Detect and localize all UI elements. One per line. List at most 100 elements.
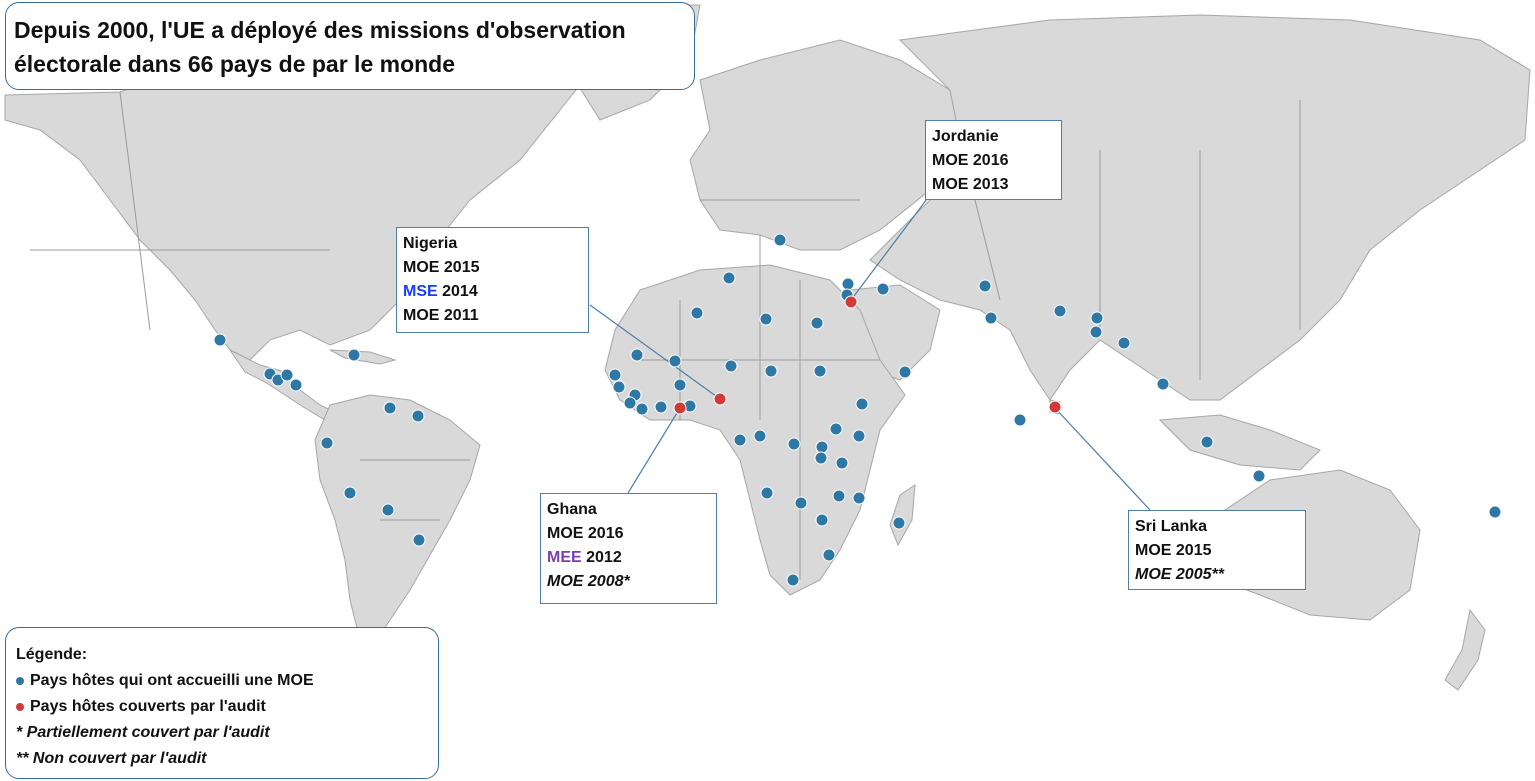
host-dot — [759, 312, 773, 326]
mission-type-mse: MSE — [403, 283, 438, 300]
host-dot — [822, 548, 836, 562]
callout-line: MOE 2005** — [1135, 566, 1224, 583]
host-dot — [815, 440, 829, 454]
madagascar — [889, 484, 916, 547]
callout-line: MOE 2015 — [403, 259, 480, 276]
host-dot — [383, 401, 397, 415]
host-dot — [786, 573, 800, 587]
host-dot — [654, 400, 668, 414]
host-dot — [673, 378, 687, 392]
host-dot — [722, 271, 736, 285]
host-dot — [623, 396, 637, 410]
mission-type-mee: MEE — [547, 549, 582, 566]
host-dot — [814, 451, 828, 465]
callout-line: MOE 2016 — [932, 152, 1009, 169]
audited-dot-nigeria — [713, 392, 727, 406]
host-dot — [1013, 413, 1027, 427]
legend-blue-label: Pays hôtes qui ont accueilli une MOE — [30, 672, 314, 689]
callout-line: MEE 2012 — [547, 546, 710, 570]
audited-dot-ghana — [673, 401, 687, 415]
mission-year: 2012 — [581, 549, 622, 566]
host-dot — [841, 277, 855, 291]
callout-line: MOE 2011 — [403, 307, 479, 324]
legend-item-red: Pays hôtes couverts par l'audit — [16, 694, 428, 720]
host-dot — [347, 348, 361, 362]
audited-dot-srilanka — [1048, 400, 1062, 414]
southeast-asia — [1158, 414, 1321, 471]
host-dot — [280, 368, 294, 382]
host-dot — [1089, 325, 1103, 339]
host-dot — [787, 437, 801, 451]
legend-note-2: ** Non couvert par l'audit — [16, 750, 207, 767]
legend-title: Légende: — [16, 646, 88, 663]
host-dot — [213, 333, 227, 347]
callout-srilanka: Sri Lanka MOE 2015 MOE 2005** — [1128, 510, 1306, 590]
red-dot-icon — [16, 702, 24, 711]
mission-year: 2014 — [437, 283, 478, 300]
callout-country: Ghana — [547, 501, 597, 518]
host-dot — [794, 496, 808, 510]
host-dot — [1053, 304, 1067, 318]
host-dot — [829, 422, 843, 436]
host-dot — [813, 364, 827, 378]
host-dot — [289, 378, 303, 392]
host-dot — [835, 456, 849, 470]
host-dot — [343, 486, 357, 500]
host-dot — [612, 380, 626, 394]
host-dot — [668, 354, 682, 368]
host-dot — [411, 409, 425, 423]
host-dot — [832, 489, 846, 503]
host-dot — [320, 436, 334, 450]
legend-red-label: Pays hôtes couverts par l'audit — [30, 698, 266, 715]
host-dot — [608, 368, 622, 382]
host-dot — [852, 491, 866, 505]
host-dot — [1200, 435, 1214, 449]
legend-item-blue: Pays hôtes qui ont accueilli une MOE — [16, 668, 428, 694]
blue-dot-icon — [16, 676, 24, 685]
host-dot — [760, 486, 774, 500]
legend: Légende: Pays hôtes qui ont accueilli un… — [5, 627, 439, 779]
host-dot — [753, 429, 767, 443]
host-dot — [1117, 336, 1131, 350]
host-dot — [855, 397, 869, 411]
leader-ghana — [627, 407, 681, 494]
host-dot — [852, 429, 866, 443]
callout-jordanie: Jordanie MOE 2016 MOE 2013 — [925, 120, 1062, 200]
host-dot — [724, 359, 738, 373]
host-dot — [773, 233, 787, 247]
host-dot — [978, 279, 992, 293]
south-america — [314, 394, 481, 651]
leader-nigeria — [589, 304, 721, 400]
host-dot — [412, 533, 426, 547]
host-dot — [1090, 311, 1104, 325]
host-dot — [690, 306, 704, 320]
host-dot — [733, 433, 747, 447]
host-dot — [810, 316, 824, 330]
host-dot — [1488, 505, 1502, 519]
host-dot — [815, 513, 829, 527]
callout-line: MOE 2008* — [547, 573, 630, 590]
new-zealand — [1444, 608, 1486, 691]
caribbean — [329, 349, 397, 365]
callout-line: MOE 2015 — [1135, 542, 1212, 559]
legend-note-1: * Partiellement couvert par l'audit — [16, 724, 270, 741]
callout-country: Sri Lanka — [1135, 518, 1208, 535]
title-line-1: Depuis 2000, l'UE a déployé des missions… — [14, 17, 626, 43]
host-dot — [635, 402, 649, 416]
audited-dot-jordanie — [844, 295, 858, 309]
host-dot — [764, 364, 778, 378]
europe — [689, 39, 961, 251]
red-dots — [673, 295, 1062, 415]
leader-srilanka — [1054, 407, 1151, 511]
callout-ghana: Ghana MOE 2016 MEE 2012 MOE 2008* — [540, 493, 717, 604]
map-title: Depuis 2000, l'UE a déployé des missions… — [5, 2, 695, 90]
callout-nigeria: Nigeria MOE 2015 MSE 2014 MOE 2011 — [396, 227, 589, 333]
host-dot — [898, 365, 912, 379]
callout-country: Jordanie — [932, 128, 999, 145]
callout-line: MOE 2013 — [932, 176, 1009, 193]
host-dot — [630, 348, 644, 362]
callout-country: Nigeria — [403, 235, 458, 252]
callout-line: MSE 2014 — [403, 280, 582, 304]
host-dot — [892, 516, 906, 530]
